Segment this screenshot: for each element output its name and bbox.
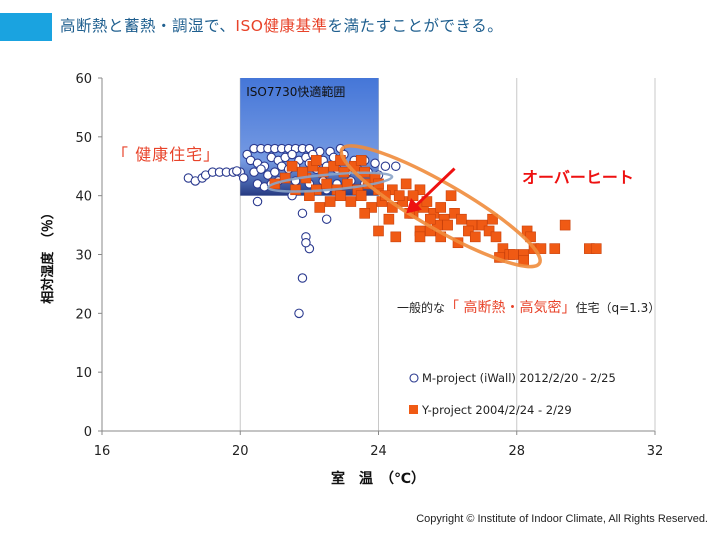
y-point-75 (390, 231, 402, 243)
overheat-arrow-head (406, 197, 422, 214)
y-point-77 (425, 213, 436, 225)
y-point-27 (345, 196, 357, 207)
y-point-43 (407, 190, 419, 201)
m-point-41 (391, 161, 401, 172)
general-suffix: 住宅（q=1.3） (575, 300, 660, 315)
y-point-80 (359, 208, 370, 219)
y-point-5 (321, 178, 332, 190)
y-point-53 (463, 225, 474, 237)
axes-layer: 0 10 20 30 40 50 60 16 20 24 28 32 (75, 72, 663, 459)
y-point-15 (297, 166, 308, 178)
m-point-43 (256, 164, 266, 174)
y-tick-label-40: 40 (75, 190, 92, 205)
general-highlight: 「 高断熱・高気密」 (445, 299, 575, 316)
y-point-29 (366, 202, 377, 213)
x-tick-label-28: 28 (508, 444, 525, 459)
title-part-2: を満たすことができる。 (327, 17, 504, 35)
series-y-points (269, 155, 602, 266)
overheat-arrow-shaft (413, 167, 456, 209)
ellipse-layer (266, 144, 542, 269)
y-point-37 (310, 155, 322, 166)
x-tick-label-20: 20 (232, 444, 249, 459)
y-point-79 (469, 231, 481, 243)
title-accent-bar (0, 13, 52, 41)
y-point-65 (549, 243, 561, 254)
copyright-notice: Copyright © Institute of Indoor Climate,… (416, 513, 708, 525)
y-point-11 (387, 184, 398, 196)
y-point-25 (324, 196, 336, 207)
y-point-51 (442, 219, 453, 231)
y-point-24 (314, 202, 326, 213)
y-point-42 (393, 190, 405, 201)
y-point-47 (456, 213, 467, 225)
x-tick-label-32: 32 (647, 444, 664, 459)
y-point-58 (483, 225, 495, 237)
y-tick-label-50: 50 (75, 131, 92, 146)
y-point-39 (355, 155, 367, 166)
y-point-52 (445, 190, 457, 201)
m-point-10 (232, 166, 242, 176)
comfort-zone-label: ISO7730快適範囲 (246, 84, 345, 99)
y-tick-label-30: 30 (75, 249, 92, 264)
ellipse-healthy-house (266, 171, 394, 193)
m-point-39 (370, 158, 380, 169)
y-point-28 (355, 190, 367, 201)
y-point-81 (383, 213, 395, 225)
m-point-78 (294, 308, 304, 319)
legend-marker-y (409, 405, 418, 414)
m-point-79 (321, 214, 332, 224)
ellipse-general-house (339, 144, 542, 269)
legend: M-project (iWall) 2012/2/20 - 2/25 Y-pro… (409, 371, 616, 417)
annotation-overheat: オーバーヒート (522, 168, 634, 187)
y-tick-label-0: 0 (84, 425, 92, 440)
y-point-2 (290, 184, 301, 196)
m-point-9 (238, 173, 249, 183)
y-point-49 (476, 219, 488, 231)
y-point-17 (317, 166, 329, 178)
y-point-45 (435, 202, 447, 213)
y-point-68 (559, 219, 571, 231)
m-point-30 (287, 149, 297, 160)
y-point-12 (400, 178, 412, 190)
y-point-72 (507, 249, 519, 260)
y-point-70 (590, 243, 602, 254)
y-point-26 (335, 190, 346, 201)
y-point-14 (286, 160, 298, 172)
y-point-76 (414, 231, 426, 243)
m-point-73 (297, 208, 308, 219)
y-point-1 (279, 172, 291, 184)
y-point-13 (414, 184, 426, 196)
y-tick-label-20: 20 (75, 307, 92, 322)
x-tick-label-16: 16 (94, 444, 111, 459)
y-point-59 (490, 231, 502, 243)
m-point-40 (380, 161, 391, 172)
legend-marker-m (409, 373, 419, 383)
title-highlight: ISO健康基準 (235, 17, 328, 35)
y-tick-label-60: 60 (75, 72, 92, 87)
annotation-general-house: 一般的な「 高断熱・高気密」住宅（q=1.3） (397, 299, 660, 316)
y-point-18 (328, 160, 339, 172)
m-point-77 (297, 273, 308, 283)
y-point-46 (449, 208, 460, 219)
y-axis-label: 相対湿度 （％） (40, 206, 56, 304)
m-point-45 (270, 167, 280, 177)
title-part-1: 高断熱と蓄熱・調湿で、 (60, 17, 236, 35)
y-tick-label-10: 10 (75, 366, 92, 381)
x-tick-label-24: 24 (370, 444, 387, 459)
legend-label-y: Y-project 2004/2/24 - 2/29 (421, 403, 572, 417)
legend-label-m: M-project (iWall) 2012/2/20 - 2/25 (422, 371, 616, 385)
m-point-70 (252, 196, 263, 207)
y-point-74 (373, 225, 384, 237)
slide-title: 高断熱と蓄熱・調湿で、ISO健康基準を満たすことができる。 (60, 14, 503, 36)
overheat-arrow-layer (406, 167, 456, 214)
annotation-healthy-house: 「 健康住宅」 (112, 145, 220, 164)
m-point-76 (301, 237, 311, 248)
general-prefix: 一般的な (397, 300, 445, 315)
x-axis-label: 室 温 （℃） (331, 470, 425, 487)
